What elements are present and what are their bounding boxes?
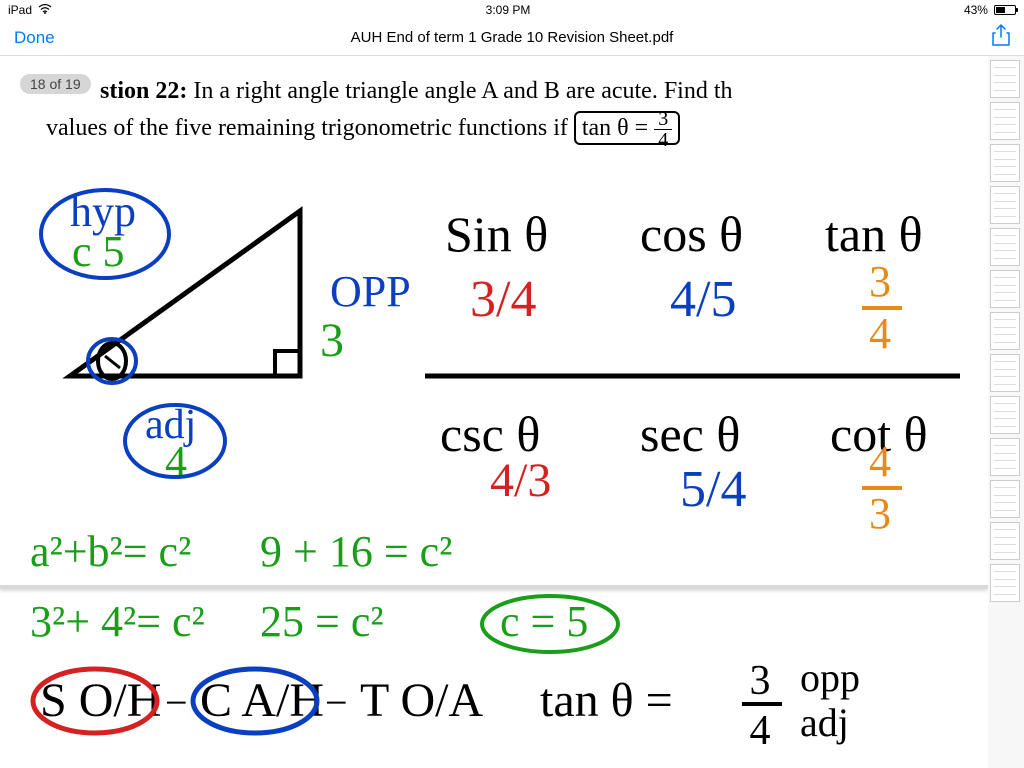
svg-text:−: − xyxy=(325,680,348,725)
page-thumbnail[interactable] xyxy=(990,60,1020,98)
page-thumbnail[interactable] xyxy=(990,396,1020,434)
battery-fill xyxy=(996,7,1005,13)
svg-text:3²+ 4²= c²: 3²+ 4²= c² xyxy=(30,597,205,646)
svg-text:4/5: 4/5 xyxy=(670,271,736,328)
page-thumbnail[interactable] xyxy=(990,228,1020,266)
svg-text:opp: opp xyxy=(800,655,860,700)
question-number: stion 22: xyxy=(100,78,187,104)
page-thumbnail[interactable] xyxy=(990,480,1020,518)
page-thumbnail[interactable] xyxy=(990,270,1020,308)
question-text: stion 22: In a right angle triangle angl… xyxy=(20,74,1004,150)
svg-text:3: 3 xyxy=(320,314,344,367)
svg-text:cos θ: cos θ xyxy=(640,206,743,262)
battery-pct: 43% xyxy=(964,3,988,17)
wifi-icon xyxy=(38,3,52,17)
page-indicator: 18 of 19 xyxy=(20,74,91,94)
done-button[interactable]: Done xyxy=(14,28,55,48)
svg-text:4/3: 4/3 xyxy=(490,454,551,507)
page-thumbnail[interactable] xyxy=(990,186,1020,224)
svg-text:c 5: c 5 xyxy=(72,227,125,276)
battery-icon xyxy=(994,5,1016,15)
svg-text:hyp: hyp xyxy=(70,187,136,236)
status-bar: iPad 3:09 PM 43% xyxy=(0,0,1024,20)
svg-text:3: 3 xyxy=(869,489,891,538)
svg-text:3: 3 xyxy=(750,658,771,704)
svg-text:adj: adj xyxy=(800,700,849,745)
svg-text:3/4: 3/4 xyxy=(470,271,536,328)
svg-text:3: 3 xyxy=(869,257,891,306)
svg-text:csc θ: csc θ xyxy=(440,406,540,462)
page-thumbnail[interactable] xyxy=(990,312,1020,350)
page-thumbnail[interactable] xyxy=(990,144,1020,182)
svg-text:tan θ =: tan θ = xyxy=(540,674,673,727)
svg-text:c = 5: c = 5 xyxy=(500,597,588,646)
svg-text:cot θ: cot θ xyxy=(830,406,928,462)
title-bar: Done AUH End of term 1 Grade 10 Revision… xyxy=(0,20,1024,56)
svg-text:tan θ: tan θ xyxy=(825,206,923,262)
given-expression: tan θ = 34 xyxy=(574,111,680,145)
document-title: AUH End of term 1 Grade 10 Revision Shee… xyxy=(351,29,674,46)
share-button[interactable] xyxy=(992,24,1010,52)
svg-text:4: 4 xyxy=(869,437,891,486)
svg-text:4: 4 xyxy=(750,708,771,754)
svg-text:sec θ: sec θ xyxy=(640,406,740,462)
svg-text:4: 4 xyxy=(869,309,891,358)
svg-text:C A/H: C A/H xyxy=(200,674,324,727)
svg-text:−: − xyxy=(165,680,188,725)
svg-text:5/4: 5/4 xyxy=(680,461,746,518)
svg-text:a²+b²= c²: a²+b²= c² xyxy=(30,527,191,576)
page-thumbnail[interactable] xyxy=(990,564,1020,602)
page-thumbnail[interactable] xyxy=(990,522,1020,560)
page-divider xyxy=(0,585,988,589)
device-label: iPad xyxy=(8,3,32,17)
thumbnail-sidebar[interactable] xyxy=(988,56,1024,768)
svg-text:adj: adj xyxy=(145,402,196,448)
svg-text:25 = c²: 25 = c² xyxy=(260,597,384,646)
handwriting-layer: hyp c 5 OPP 3 adj 4 Sin θ cos θ tan θ 3/… xyxy=(0,56,988,768)
svg-text:S O/H: S O/H xyxy=(40,674,161,727)
svg-text:Sin θ: Sin θ xyxy=(445,206,548,262)
svg-text:T O/A: T O/A xyxy=(360,674,483,727)
page-thumbnail[interactable] xyxy=(990,102,1020,140)
svg-text:4: 4 xyxy=(165,437,187,486)
svg-text:OPP: OPP xyxy=(330,267,411,316)
document-content[interactable]: 18 of 19 stion 22: In a right angle tria… xyxy=(0,56,1024,160)
svg-text:9 + 16 = c²: 9 + 16 = c² xyxy=(260,527,452,576)
page-thumbnail[interactable] xyxy=(990,438,1020,476)
page-thumbnail[interactable] xyxy=(990,354,1020,392)
clock: 3:09 PM xyxy=(486,3,531,17)
